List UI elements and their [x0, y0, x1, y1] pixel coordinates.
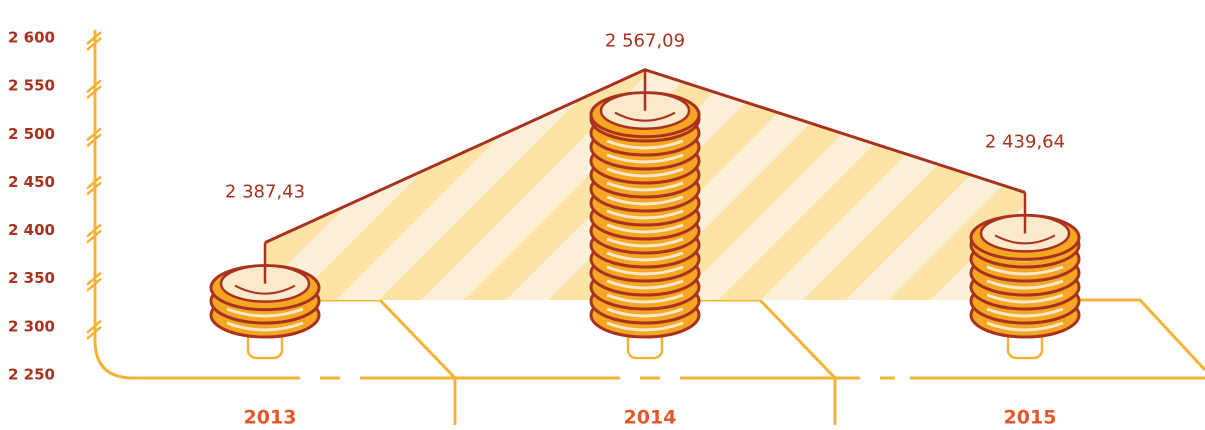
tick-mark [86, 127, 102, 148]
y-tick-label: 2 350 [8, 269, 55, 287]
coin-rim [606, 293, 684, 304]
coin-rim [606, 139, 684, 150]
coin-rim [606, 181, 684, 192]
coin-rim [606, 265, 684, 276]
coin-rim [226, 307, 304, 318]
value-label: 2 439,64 [985, 131, 1065, 152]
y-tick-label: 2 500 [8, 125, 55, 143]
coin-rim [986, 321, 1064, 332]
coin-rim [606, 279, 684, 290]
y-tick-label: 2 550 [8, 77, 55, 95]
coin-rim [986, 293, 1064, 304]
tick-mark [86, 79, 102, 100]
x-tick-label: 2013 [244, 407, 297, 429]
coin-shine [614, 111, 676, 122]
tick-mark [86, 31, 102, 51]
y-tick-label: 2 250 [8, 366, 55, 384]
x-tick-label: 2015 [1004, 407, 1057, 429]
coin-rim [606, 195, 684, 206]
tick-mark [86, 175, 102, 196]
coin-rim [606, 307, 684, 318]
coin-rim [226, 321, 304, 332]
coin-stack [969, 192, 1081, 360]
coin-rim [606, 223, 684, 234]
coin-rim [606, 251, 684, 262]
y-tick-label: 2 400 [8, 221, 55, 239]
axes [93, 30, 1205, 425]
coin-rim [986, 279, 1064, 290]
tick-mark [86, 319, 102, 340]
x-tick-label: 2014 [624, 407, 677, 429]
coin-rim [606, 167, 684, 178]
y-tick-label: 2 450 [8, 173, 55, 191]
coin-stack [209, 242, 321, 360]
coin-rim [606, 237, 684, 248]
value-label: 2 567,09 [605, 31, 685, 52]
coin-shine [994, 234, 1056, 245]
value-label: 2 387,43 [225, 182, 305, 203]
y-tick-label: 2 300 [8, 317, 55, 335]
coin-rim [606, 321, 684, 332]
coin-rim [986, 307, 1064, 318]
coin-rim [986, 265, 1064, 276]
y-tick-label: 2 600 [8, 29, 55, 47]
axis-line [93, 30, 1205, 380]
coin-rim [606, 209, 684, 220]
line [264, 68, 1026, 245]
coin-rim [606, 153, 684, 164]
tick-mark [86, 271, 102, 292]
tick-mark [86, 223, 102, 244]
coin-stack [589, 69, 701, 360]
coin-shine [234, 284, 296, 295]
